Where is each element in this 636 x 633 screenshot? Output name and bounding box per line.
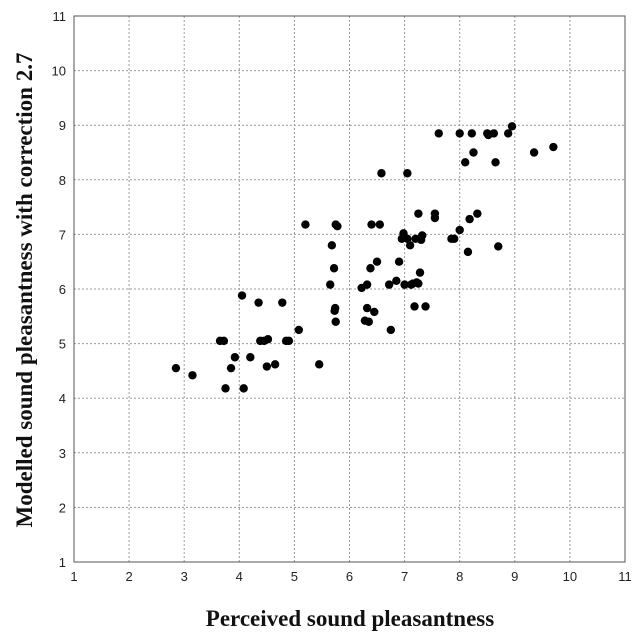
data-point (494, 242, 503, 251)
x-tick-label: 2 (125, 569, 132, 584)
x-tick-label: 9 (511, 569, 518, 584)
x-tick-label: 11 (618, 569, 632, 584)
data-point (377, 169, 386, 178)
data-point (386, 325, 396, 335)
data-point (410, 302, 419, 311)
data-point (489, 129, 499, 138)
data-point (434, 129, 443, 138)
y-tick-label: 5 (59, 337, 66, 352)
data-point (237, 291, 247, 300)
x-axis-ticks: 1 2 3 4 5 6 7 8 9 10 11 (70, 569, 631, 584)
data-point (455, 129, 464, 138)
data-point (465, 214, 474, 224)
data-point (367, 220, 376, 229)
y-axis-title: Modelled sound pleasantness with correct… (12, 53, 37, 528)
y-axis-ticks: 1 2 3 4 5 6 7 8 9 10 11 (52, 9, 66, 570)
data-point (414, 209, 423, 218)
data-point (384, 280, 394, 289)
data-point (188, 371, 197, 380)
x-tick-label: 4 (236, 569, 243, 584)
y-tick-label: 1 (59, 555, 66, 570)
data-point (403, 234, 412, 243)
x-tick-label: 6 (346, 569, 353, 584)
x-tick-label: 7 (401, 569, 408, 584)
y-tick-label: 2 (59, 500, 66, 515)
data-point (507, 122, 517, 131)
data-point (366, 264, 375, 273)
data-point (529, 148, 539, 157)
data-point (503, 129, 513, 138)
y-tick-label: 11 (53, 9, 67, 24)
data-point (372, 257, 382, 266)
data-point (333, 222, 342, 231)
gridlines (73, 15, 626, 563)
data-point (375, 220, 385, 229)
data-point (171, 363, 181, 373)
data-point (415, 268, 425, 277)
data-point (284, 336, 294, 346)
data-point (467, 129, 477, 138)
data-point (394, 257, 404, 266)
data-point (418, 231, 427, 240)
data-point (473, 209, 482, 218)
data-point (392, 276, 401, 286)
data-point (469, 148, 478, 157)
x-tick-label: 1 (70, 569, 77, 584)
data-point (254, 298, 263, 307)
y-tick-label: 6 (59, 282, 66, 297)
y-tick-label: 3 (59, 446, 66, 461)
data-point (362, 280, 372, 289)
data-point (400, 280, 409, 289)
data-point (246, 353, 255, 362)
data-points (171, 122, 558, 393)
data-point (331, 317, 340, 326)
x-tick-label: 3 (181, 569, 188, 584)
data-point (219, 336, 229, 346)
data-point (463, 247, 473, 257)
data-point (262, 362, 272, 371)
data-point (405, 241, 415, 250)
data-point (230, 353, 240, 362)
data-point (330, 303, 340, 313)
data-point (491, 158, 500, 167)
data-point (414, 279, 423, 288)
data-point (370, 307, 379, 317)
data-point (421, 302, 430, 311)
data-point (362, 303, 372, 313)
y-tick-label: 7 (59, 227, 66, 242)
data-point (449, 234, 459, 243)
x-tick-label: 10 (563, 569, 577, 584)
data-point (403, 169, 412, 178)
data-point (294, 325, 304, 335)
data-point (329, 264, 339, 273)
data-point (221, 384, 230, 393)
data-point (314, 360, 324, 369)
y-tick-label: 8 (59, 173, 66, 188)
x-tick-label: 5 (291, 569, 298, 584)
data-point (278, 298, 287, 307)
y-tick-label: 9 (59, 118, 66, 133)
plot-area-frame (73, 15, 626, 563)
data-point (239, 384, 248, 393)
data-point (549, 142, 558, 152)
x-tick-label: 8 (456, 569, 463, 584)
data-point (430, 209, 440, 218)
data-point (270, 360, 280, 369)
x-axis-title: Perceived sound pleasantness (206, 606, 494, 631)
data-point (326, 280, 335, 289)
data-point (461, 158, 470, 167)
data-point (226, 363, 236, 373)
y-tick-label: 4 (59, 391, 66, 406)
data-point (364, 317, 373, 326)
y-tick-label: 10 (52, 64, 66, 79)
data-point (327, 241, 337, 250)
data-point (263, 335, 273, 344)
data-point (301, 220, 310, 229)
data-point (455, 225, 464, 235)
